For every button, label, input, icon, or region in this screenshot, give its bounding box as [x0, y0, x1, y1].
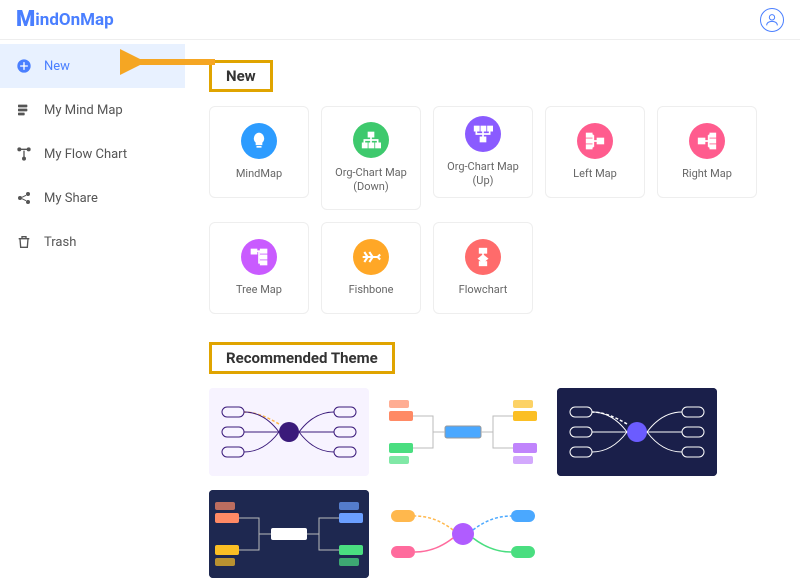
tree-icon: [241, 239, 277, 275]
sidebar-item-label: My Share: [44, 191, 98, 206]
sidebar-item-label: Trash: [44, 235, 76, 250]
template-left-map[interactable]: Left Map: [545, 106, 645, 198]
sidebar-item-my-share[interactable]: My Share: [0, 176, 185, 220]
template-mindmap[interactable]: MindMap: [209, 106, 309, 198]
template-org-chart-map-down-[interactable]: Org-Chart Map (Down): [321, 106, 421, 210]
theme-card-0[interactable]: [209, 388, 369, 476]
template-label: Org-Chart Map (Up): [434, 160, 532, 189]
fish-icon: [353, 239, 389, 275]
section-title-recommended: Recommended Theme: [209, 342, 395, 374]
plus-circle-icon: [16, 58, 32, 74]
sidebar-item-my-flow-chart[interactable]: My Flow Chart: [0, 132, 185, 176]
theme-card-4[interactable]: [383, 490, 543, 578]
template-right-map[interactable]: Right Map: [657, 106, 757, 198]
header: M indOnMap: [0, 0, 800, 40]
sidebar: New My Mind Map My Flow Chart My Share Trash: [0, 40, 185, 578]
logo-initial: M: [16, 7, 35, 32]
user-avatar[interactable]: [760, 8, 784, 32]
template-org-chart-map-up-[interactable]: Org-Chart Map (Up): [433, 106, 533, 198]
bulb-icon: [241, 123, 277, 159]
org-up-icon: [465, 116, 501, 152]
sidebar-item-label: New: [44, 59, 70, 74]
logo[interactable]: M indOnMap: [16, 7, 114, 32]
template-label: Fishbone: [345, 283, 398, 297]
annotation-arrow: [120, 48, 220, 76]
theme-card-3[interactable]: [209, 490, 369, 578]
theme-grid: [209, 388, 776, 578]
left-icon: [577, 123, 613, 159]
org-down-icon: [353, 122, 389, 158]
template-label: Flowchart: [455, 283, 512, 297]
flowchart-icon: [465, 239, 501, 275]
theme-card-1[interactable]: [383, 388, 543, 476]
template-grid: MindMap Org-Chart Map (Down) Org-Chart Map…: [209, 106, 776, 314]
sidebar-item-trash[interactable]: Trash: [0, 220, 185, 264]
sidebar-item-label: My Flow Chart: [44, 147, 127, 162]
main-content: New MindMapOrg-Chart Map (Down)Org-Chart…: [185, 40, 800, 578]
flow-icon: [16, 146, 32, 162]
right-icon: [689, 123, 725, 159]
template-label: MindMap: [232, 167, 286, 181]
sidebar-item-label: My Mind Map: [44, 103, 123, 118]
theme-card-2[interactable]: [557, 388, 717, 476]
template-flowchart[interactable]: Flowchart: [433, 222, 533, 314]
logo-text: indOnMap: [35, 10, 113, 30]
template-label: Org-Chart Map (Down): [322, 166, 420, 195]
layers-icon: [16, 102, 32, 118]
template-tree-map[interactable]: Tree Map: [209, 222, 309, 314]
template-label: Left Map: [569, 167, 621, 181]
user-icon: [764, 12, 780, 28]
template-fishbone[interactable]: Fishbone: [321, 222, 421, 314]
trash-icon: [16, 234, 32, 250]
sidebar-item-my-mind-map[interactable]: My Mind Map: [0, 88, 185, 132]
template-label: Tree Map: [232, 283, 286, 297]
template-label: Right Map: [678, 167, 736, 181]
share-icon: [16, 190, 32, 206]
